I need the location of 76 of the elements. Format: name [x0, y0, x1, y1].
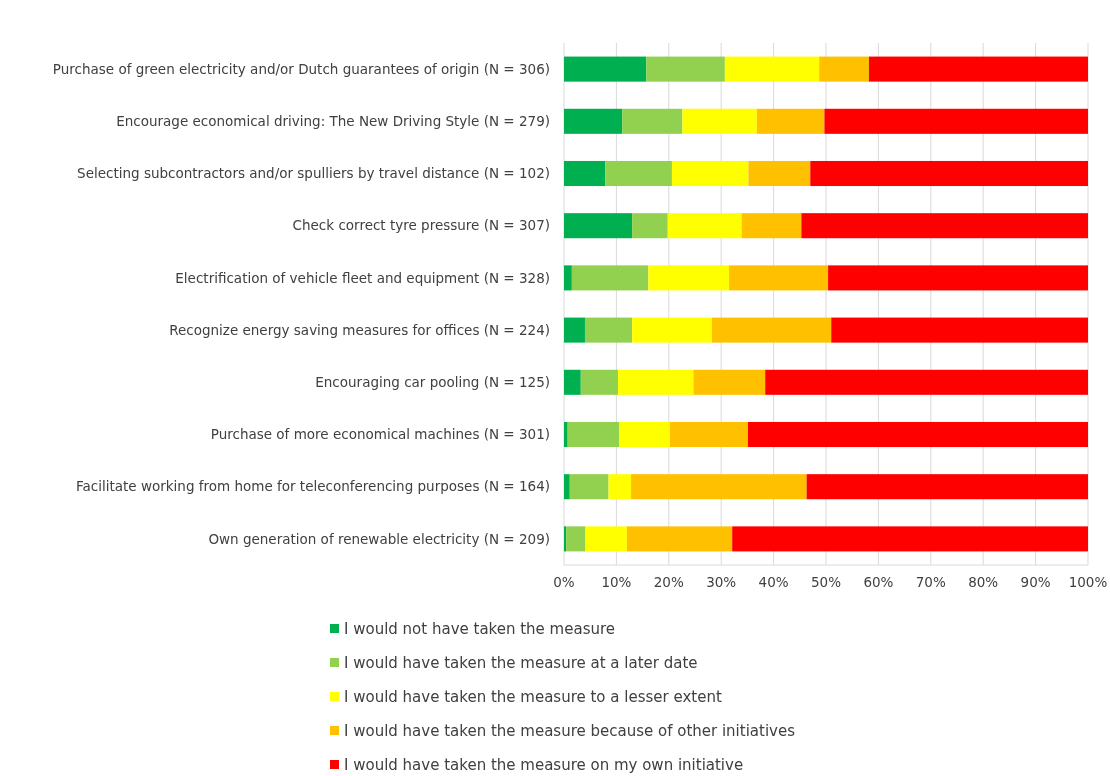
bar — [571, 265, 649, 291]
y-tick-label: Encouraging car pooling (N = 125) — [315, 374, 550, 391]
bar — [622, 108, 683, 134]
bar — [868, 56, 1088, 82]
y-tick-label: Facilitate working from home for teleconferencing purposes (N = 164) — [75, 478, 550, 495]
x-tick-label: 60% — [863, 574, 894, 590]
y-tick-label: Own generation of renewable electricity (N = 209) — [208, 530, 550, 547]
bar — [671, 160, 749, 187]
bar — [747, 421, 1088, 448]
bar — [729, 265, 829, 291]
bar — [669, 421, 748, 448]
x-tick-label: 70% — [915, 574, 946, 590]
bar — [819, 56, 869, 82]
legend-label: I would have taken the measure to a lesser extent — [344, 688, 722, 707]
bar — [648, 265, 730, 291]
bar — [585, 526, 627, 552]
bar — [564, 526, 567, 552]
legend-label: I would have taken the measure on my own initiative — [344, 756, 744, 775]
bar — [810, 160, 1088, 187]
bar — [564, 474, 570, 500]
bar — [564, 265, 572, 291]
bar — [564, 369, 581, 395]
x-tick-label: 30% — [706, 574, 737, 590]
bar — [564, 160, 606, 187]
bar — [617, 369, 694, 395]
bar — [584, 317, 633, 343]
bar — [619, 421, 670, 448]
bar — [828, 265, 1088, 291]
bar — [667, 213, 742, 239]
x-tick-label: 90% — [1020, 574, 1051, 590]
bar — [605, 160, 672, 187]
bar — [626, 526, 733, 552]
bar — [564, 56, 647, 82]
bar — [693, 369, 766, 395]
x-tick-label: 100% — [1068, 574, 1108, 590]
bar — [711, 317, 832, 343]
y-tick-label: Purchase of green electricity and/or Dutch guarantees of origin (N = 306) — [52, 60, 550, 77]
x-tick-label: 50% — [810, 574, 842, 590]
y-tick-label: Purchase of more economical machines (N = 301) — [210, 426, 550, 443]
y-tick-label: Encourage economical driving: The New Driving Style (N = 279) — [116, 113, 550, 130]
bar — [564, 317, 585, 343]
x-tick-label: 80% — [968, 574, 999, 590]
y-tick-label: Recognize energy saving measures for offices (N = 224) — [169, 321, 550, 338]
bar — [801, 213, 1088, 239]
x-tick-label: 0% — [553, 574, 575, 590]
bar — [632, 213, 668, 239]
y-tick-label: Selecting subcontractors and/or spulliers by travel distance (N = 102) — [77, 165, 550, 182]
bar — [564, 421, 568, 448]
y-tick-label: Electrification of vehicle fleet and equipment (N = 328) — [175, 269, 550, 286]
bar — [567, 421, 620, 448]
legend-label: I would not have taken the measure — [344, 620, 616, 639]
y-tick-label: Check correct tyre pressure (N = 307) — [292, 217, 550, 234]
bar — [748, 160, 811, 187]
bar — [608, 474, 632, 500]
legend-label: I would have taken the measure because of other initiatives — [344, 722, 796, 741]
bar — [632, 317, 712, 343]
bar — [765, 369, 1088, 395]
bar — [824, 108, 1088, 134]
bar — [646, 56, 725, 82]
x-tick-label: 20% — [653, 574, 684, 590]
bar — [756, 108, 825, 134]
bar — [631, 474, 807, 500]
bar — [806, 474, 1088, 500]
bar — [831, 317, 1088, 343]
bar — [724, 56, 820, 82]
x-tick-label: 40% — [758, 574, 789, 590]
legend-label: I would have taken the measure at a later date — [344, 654, 698, 673]
bar — [682, 108, 757, 134]
bar — [732, 526, 1088, 552]
bar — [741, 213, 802, 239]
bar — [569, 474, 609, 500]
bar — [566, 526, 586, 552]
bar — [564, 108, 623, 134]
bar — [564, 213, 633, 239]
bar — [580, 369, 618, 395]
x-tick-label: 10% — [601, 574, 632, 590]
